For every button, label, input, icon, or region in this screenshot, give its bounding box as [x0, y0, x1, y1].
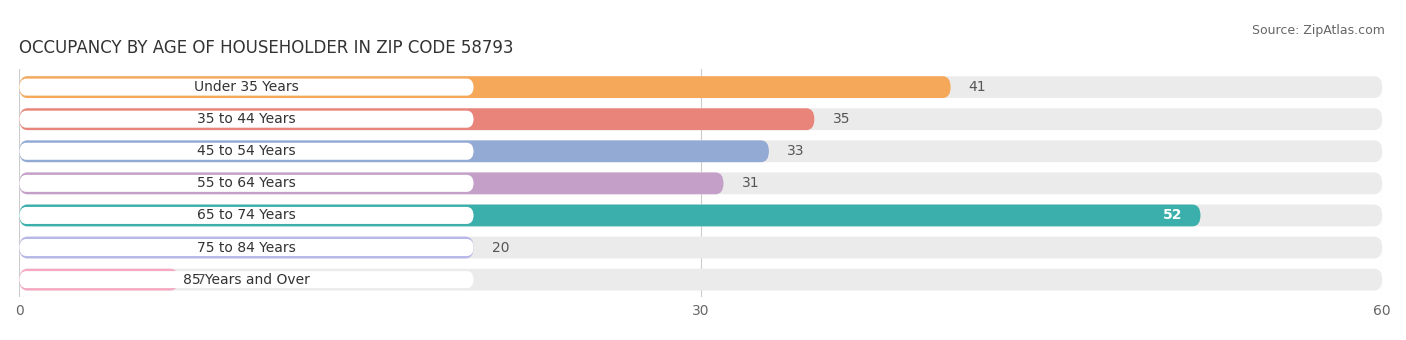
- FancyBboxPatch shape: [20, 205, 1201, 226]
- Text: 52: 52: [1163, 208, 1182, 222]
- FancyBboxPatch shape: [20, 237, 474, 258]
- FancyBboxPatch shape: [20, 143, 474, 160]
- Text: 65 to 74 Years: 65 to 74 Years: [197, 208, 295, 222]
- FancyBboxPatch shape: [20, 269, 179, 290]
- Text: 41: 41: [969, 80, 987, 94]
- FancyBboxPatch shape: [20, 237, 1382, 258]
- Text: Source: ZipAtlas.com: Source: ZipAtlas.com: [1251, 24, 1385, 37]
- Text: 45 to 54 Years: 45 to 54 Years: [197, 144, 295, 158]
- Text: 7: 7: [197, 273, 205, 287]
- FancyBboxPatch shape: [20, 271, 474, 288]
- Text: 35: 35: [832, 112, 851, 126]
- FancyBboxPatch shape: [20, 111, 474, 128]
- FancyBboxPatch shape: [20, 108, 814, 130]
- FancyBboxPatch shape: [20, 76, 1382, 98]
- FancyBboxPatch shape: [20, 172, 1382, 194]
- FancyBboxPatch shape: [20, 205, 1382, 226]
- FancyBboxPatch shape: [20, 76, 950, 98]
- Text: 35 to 44 Years: 35 to 44 Years: [197, 112, 295, 126]
- Text: 85 Years and Over: 85 Years and Over: [183, 273, 309, 287]
- Text: 75 to 84 Years: 75 to 84 Years: [197, 240, 295, 255]
- FancyBboxPatch shape: [20, 108, 1382, 130]
- Text: Under 35 Years: Under 35 Years: [194, 80, 299, 94]
- FancyBboxPatch shape: [20, 269, 1382, 290]
- Text: 31: 31: [742, 176, 759, 190]
- FancyBboxPatch shape: [20, 140, 769, 162]
- FancyBboxPatch shape: [20, 79, 474, 96]
- FancyBboxPatch shape: [20, 239, 474, 256]
- Text: 20: 20: [492, 240, 509, 255]
- Text: OCCUPANCY BY AGE OF HOUSEHOLDER IN ZIP CODE 58793: OCCUPANCY BY AGE OF HOUSEHOLDER IN ZIP C…: [20, 39, 513, 57]
- FancyBboxPatch shape: [20, 140, 1382, 162]
- FancyBboxPatch shape: [20, 207, 474, 224]
- Text: 33: 33: [787, 144, 804, 158]
- FancyBboxPatch shape: [20, 172, 724, 194]
- Text: 55 to 64 Years: 55 to 64 Years: [197, 176, 295, 190]
- FancyBboxPatch shape: [20, 175, 474, 192]
